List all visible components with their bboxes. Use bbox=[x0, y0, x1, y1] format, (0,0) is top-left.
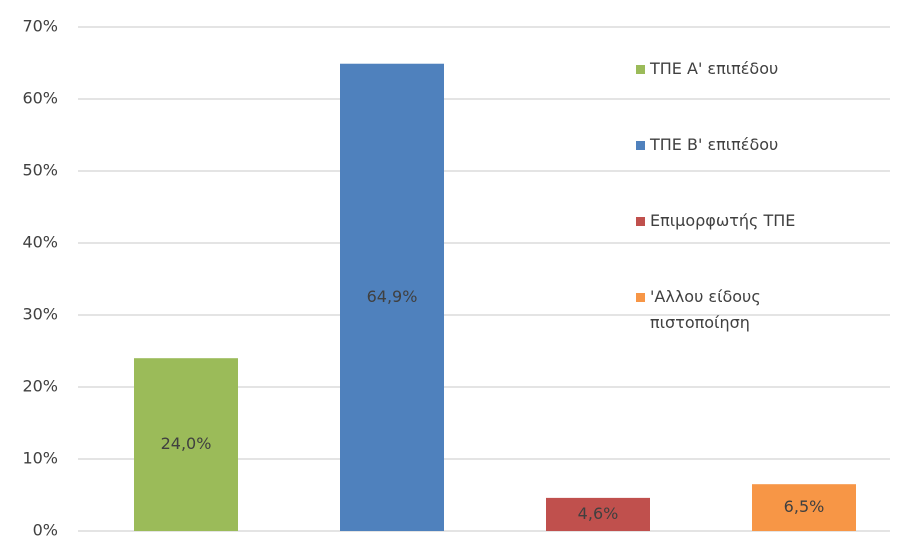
legend-label: ΤΠΕ Α' επιπέδου bbox=[650, 59, 779, 78]
y-tick-label: 40% bbox=[22, 233, 58, 252]
legend-item: Επιμορφωτής ΤΠΕ bbox=[636, 208, 856, 284]
y-tick-label: 0% bbox=[33, 521, 58, 538]
bar bbox=[134, 358, 238, 531]
legend-swatch bbox=[636, 217, 645, 226]
y-tick-label: 60% bbox=[22, 89, 58, 108]
data-label: 6,5% bbox=[784, 497, 825, 516]
legend-swatch bbox=[636, 141, 645, 150]
legend-label: ΤΠΕ Β' επιπέδου bbox=[650, 135, 779, 154]
bar bbox=[340, 63, 444, 531]
legend: ΤΠΕ Α' επιπέδου ΤΠΕ Β' επιπέδου Επιμορφωτή… bbox=[636, 56, 856, 360]
legend-item: ΤΠΕ Α' επιπέδου bbox=[636, 56, 856, 132]
y-tick-label: 50% bbox=[22, 161, 58, 180]
data-label: 24,0% bbox=[161, 434, 212, 453]
legend-item: 'Αλλου είδους πιστοποίηση bbox=[636, 284, 856, 360]
y-tick-label: 30% bbox=[22, 305, 58, 324]
legend-item: ΤΠΕ Β' επιπέδου bbox=[636, 132, 856, 208]
y-tick-label: 10% bbox=[22, 449, 58, 468]
legend-swatch bbox=[636, 65, 645, 74]
y-tick-label: 70% bbox=[22, 17, 58, 36]
legend-label: Επιμορφωτής ΤΠΕ bbox=[650, 211, 796, 230]
y-tick-label: 20% bbox=[22, 377, 58, 396]
bar bbox=[546, 497, 650, 531]
data-label: 4,6% bbox=[578, 504, 619, 523]
legend-swatch bbox=[636, 293, 645, 302]
legend-label: 'Αλλου είδους πιστοποίηση bbox=[650, 287, 761, 332]
bar bbox=[752, 484, 856, 531]
data-label: 64,9% bbox=[367, 287, 418, 306]
